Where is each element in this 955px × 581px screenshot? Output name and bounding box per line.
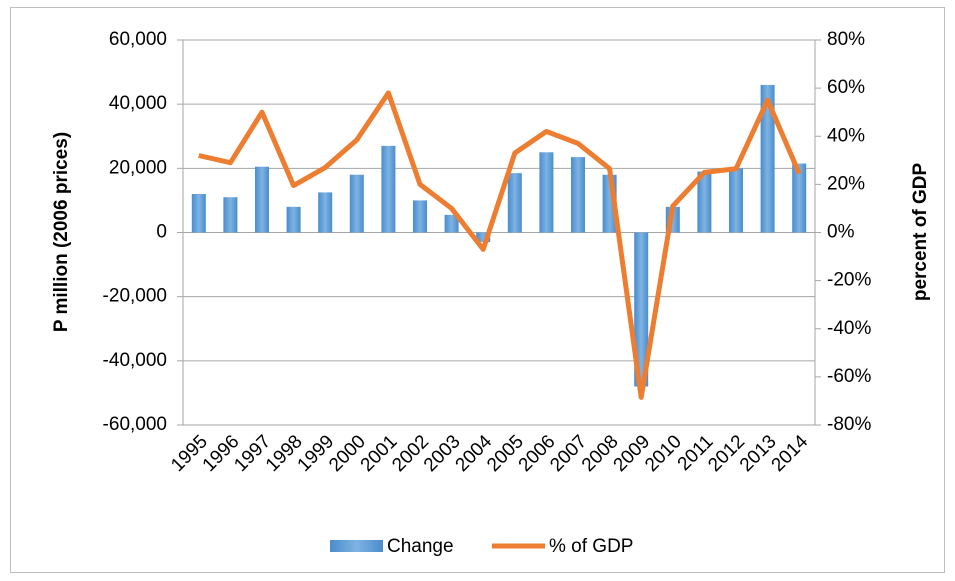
y-tick-label: -40,000 <box>103 350 167 371</box>
legend-label: Change <box>387 536 454 557</box>
bar <box>318 192 333 233</box>
y-tick-label: 20,000 <box>109 157 167 178</box>
bar <box>255 166 269 233</box>
chart-border <box>10 7 945 573</box>
y2-tick-label: -60% <box>827 366 871 387</box>
bar <box>760 84 775 233</box>
y2-tick-label: -20% <box>827 270 871 291</box>
bar <box>571 157 585 233</box>
bar <box>729 168 743 233</box>
bar <box>539 152 554 233</box>
legend-label: % of GDP <box>549 536 633 557</box>
y-tick-label: 60,000 <box>109 29 167 50</box>
bar <box>476 232 491 243</box>
y2-tick-label: -80% <box>827 414 871 435</box>
y2-tick-label: 0% <box>827 222 855 243</box>
bar <box>191 194 206 233</box>
bar <box>349 174 364 233</box>
bar <box>444 214 459 233</box>
y-tick-label: 40,000 <box>109 93 167 114</box>
bar <box>413 200 427 233</box>
bar <box>792 163 807 233</box>
legend-swatch <box>330 540 383 552</box>
y-axis-title: P million (2006 prices) <box>51 132 72 332</box>
y2-tick-label: -40% <box>827 318 871 339</box>
y-tick-label: 0 <box>156 222 167 243</box>
y2-axis-title: percent of GDP <box>910 163 931 302</box>
bar <box>381 145 396 233</box>
y-tick-label: -60,000 <box>103 414 167 435</box>
bar <box>286 206 301 233</box>
y2-tick-label: 20% <box>827 173 865 194</box>
bar <box>223 197 238 233</box>
y-tick-label: -20,000 <box>103 286 167 307</box>
bar <box>634 232 649 387</box>
y2-tick-label: 40% <box>827 125 865 146</box>
bar <box>507 173 522 233</box>
line <box>198 90 802 400</box>
y2-tick-label: 80% <box>827 29 865 50</box>
bar <box>697 171 712 233</box>
y2-tick-label: 60% <box>827 77 865 98</box>
